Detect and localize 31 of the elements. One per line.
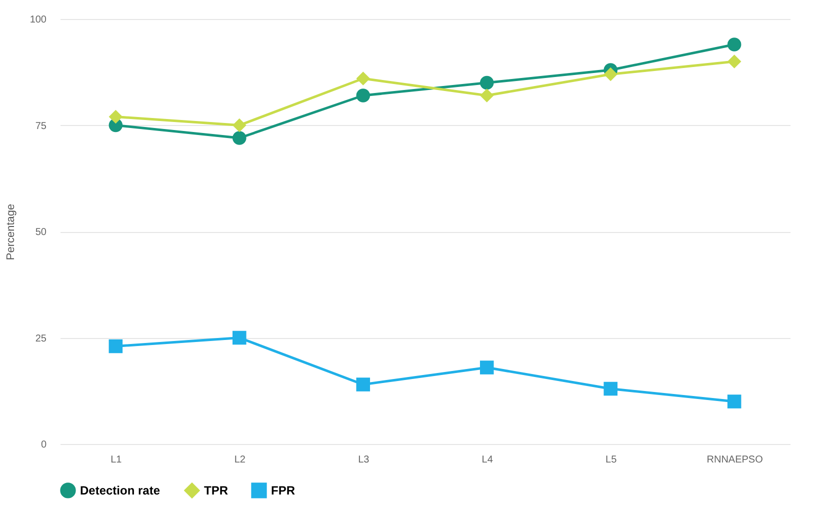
point (356, 378, 370, 392)
x-tick-label: L5 (606, 454, 618, 466)
y-tick-label: 50 (35, 227, 47, 238)
point (727, 54, 742, 68)
point (604, 67, 618, 82)
x-tick-label: L1 (110, 454, 122, 466)
point (108, 339, 123, 354)
point (108, 110, 123, 124)
point (727, 38, 742, 52)
legend-label: FPR (271, 483, 296, 498)
point (356, 72, 370, 86)
x-tick-label: L4 (482, 454, 494, 466)
point (480, 88, 494, 102)
point (232, 330, 246, 345)
point (480, 76, 494, 90)
point (232, 131, 246, 145)
y-tick-label: 25 (35, 333, 47, 344)
point (727, 394, 742, 408)
legend-label: Detection rate (80, 483, 160, 498)
point (604, 382, 618, 396)
y-tick-label: 75 (35, 120, 47, 132)
y-tick-label: 0 (40, 440, 47, 450)
y-tick-label: 100 (30, 14, 47, 26)
point (356, 88, 370, 102)
point (232, 118, 246, 132)
x-tick-label: RNNAEPSO (706, 454, 764, 466)
x-tick-label: L2 (234, 454, 246, 466)
y-axis-title: Percentage (4, 204, 17, 260)
legend-label: TPR (204, 483, 228, 498)
x-tick-label: L3 (358, 454, 370, 466)
point (480, 360, 494, 374)
